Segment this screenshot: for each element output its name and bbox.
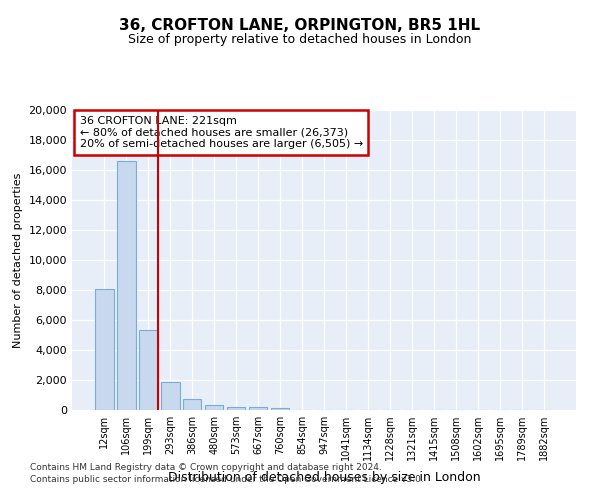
Y-axis label: Number of detached properties: Number of detached properties xyxy=(13,172,23,348)
Bar xyxy=(249,408,268,410)
Bar xyxy=(205,405,223,410)
Bar xyxy=(271,408,289,410)
X-axis label: Distribution of detached houses by size in London: Distribution of detached houses by size … xyxy=(167,472,481,484)
Text: Contains public sector information licensed under the Open Government Licence v3: Contains public sector information licen… xyxy=(30,475,424,484)
Bar xyxy=(139,330,158,410)
Bar xyxy=(95,288,113,410)
Bar xyxy=(183,399,202,410)
Bar xyxy=(227,407,245,410)
Text: Contains HM Land Registry data © Crown copyright and database right 2024.: Contains HM Land Registry data © Crown c… xyxy=(30,464,382,472)
Bar xyxy=(161,382,179,410)
Text: 36 CROFTON LANE: 221sqm
← 80% of detached houses are smaller (26,373)
20% of sem: 36 CROFTON LANE: 221sqm ← 80% of detache… xyxy=(80,116,363,149)
Text: 36, CROFTON LANE, ORPINGTON, BR5 1HL: 36, CROFTON LANE, ORPINGTON, BR5 1HL xyxy=(119,18,481,32)
Bar xyxy=(117,161,136,410)
Text: Size of property relative to detached houses in London: Size of property relative to detached ho… xyxy=(128,32,472,46)
